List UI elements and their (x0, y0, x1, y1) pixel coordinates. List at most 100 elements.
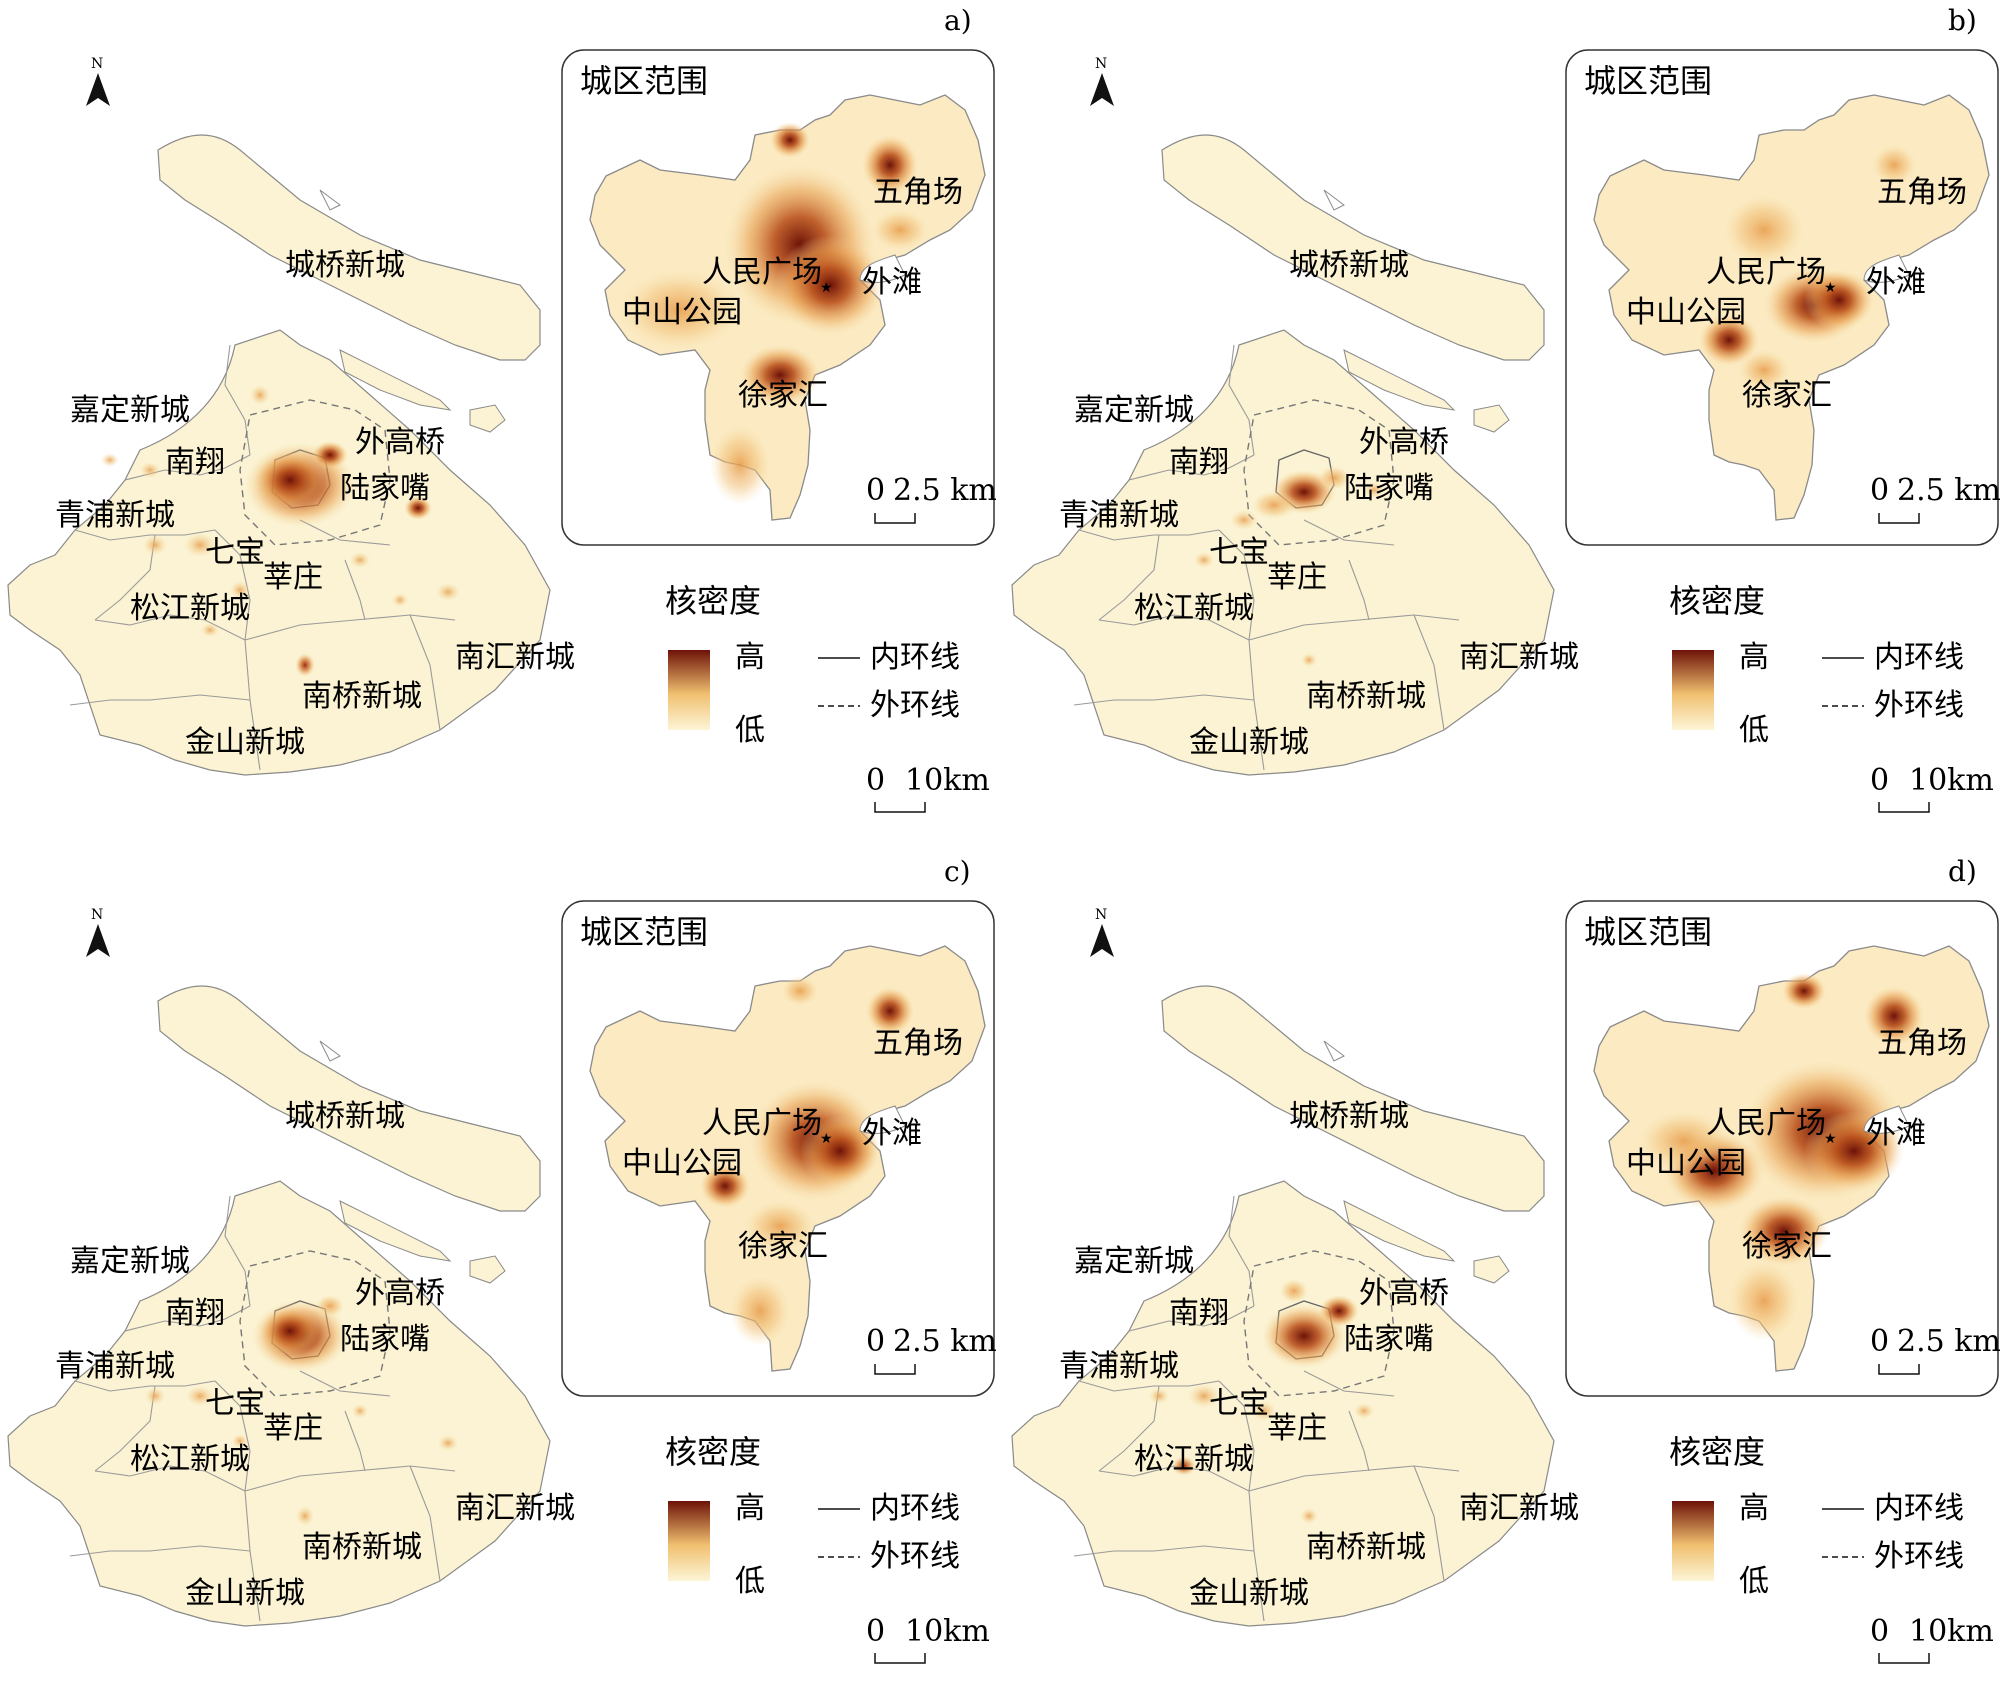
svg-text:高: 高 (735, 640, 765, 675)
scale-bar: 0 10km (1870, 763, 1994, 813)
panel-c: N 城桥新城 嘉定新城 南翔 外高桥 陆家嘴 青浦新城 七宝 莘庄 松江新城 南… (0, 851, 1004, 1702)
svg-text:莘庄: 莘庄 (1267, 1411, 1327, 1446)
svg-text:南汇新城: 南汇新城 (455, 1491, 575, 1526)
svg-text:徐家汇: 徐家汇 (1742, 1229, 1832, 1264)
svg-text:五角场: 五角场 (1877, 1026, 1967, 1061)
svg-text:南汇新城: 南汇新城 (1459, 1491, 1579, 1526)
legend: 核密度 高 低 内环线 外环线 (665, 1433, 960, 1599)
svg-text:外高桥: 外高桥 (1359, 425, 1449, 460)
svg-text:2.5 km: 2.5 km (1897, 1324, 2001, 1359)
svg-text:松江新城: 松江新城 (130, 1442, 250, 1477)
svg-text:城桥新城: 城桥新城 (1289, 248, 1409, 283)
svg-text:内环线: 内环线 (1874, 640, 1964, 675)
svg-text:★: ★ (820, 1131, 833, 1147)
svg-text:松江新城: 松江新城 (1134, 1442, 1254, 1477)
svg-text:金山新城: 金山新城 (185, 1576, 305, 1611)
svg-text:五角场: 五角场 (873, 1026, 963, 1061)
panel-label: c) (944, 855, 971, 888)
svg-text:0: 0 (866, 763, 885, 798)
svg-text:0: 0 (1870, 1324, 1889, 1359)
legend: 核密度 高 低 内环线 外环线 (1669, 1433, 1964, 1599)
svg-text:松江新城: 松江新城 (1134, 591, 1254, 626)
svg-text:五角场: 五角场 (873, 175, 963, 210)
svg-text:低: 低 (735, 713, 765, 748)
svg-text:南汇新城: 南汇新城 (455, 640, 575, 675)
mainland-map (1011, 985, 1555, 1627)
svg-text:内环线: 内环线 (870, 640, 960, 675)
svg-text:低: 低 (1739, 713, 1769, 748)
svg-text:内环线: 内环线 (1874, 1491, 1964, 1526)
svg-text:人民广场: 人民广场 (1706, 1106, 1826, 1141)
svg-text:★: ★ (1824, 280, 1837, 296)
svg-text:南翔: 南翔 (1169, 1296, 1229, 1331)
legend: 核密度 高 低 内环线 外环线 (1669, 582, 1964, 748)
map-labels: 城桥新城 嘉定新城 南翔 外高桥 陆家嘴 青浦新城 七宝 莘庄 松江新城 南汇新… (1059, 248, 1579, 760)
inset-box: 城区范围 ★ 五角场 人民广场 外滩 中山公园 徐家汇 0 2.5 km (561, 900, 997, 1397)
north-arrow: N (86, 907, 110, 957)
svg-text:外高桥: 外高桥 (1359, 1276, 1449, 1311)
svg-text:城桥新城: 城桥新城 (1289, 1099, 1409, 1134)
svg-text:2.5 km: 2.5 km (893, 1324, 997, 1359)
svg-text:陆家嘴: 陆家嘴 (340, 471, 430, 506)
svg-text:城区范围: 城区范围 (1584, 62, 1712, 100)
svg-text:金山新城: 金山新城 (185, 725, 305, 760)
svg-text:莘庄: 莘庄 (263, 560, 323, 595)
north-arrow: N (1090, 907, 1114, 957)
svg-text:七宝: 七宝 (205, 1386, 265, 1421)
svg-text:南桥新城: 南桥新城 (302, 1530, 422, 1565)
svg-text:嘉定新城: 嘉定新城 (70, 1244, 190, 1279)
svg-text:城区范围: 城区范围 (580, 62, 708, 100)
svg-text:N: N (91, 907, 103, 923)
svg-text:外滩: 外滩 (1866, 265, 1926, 300)
svg-text:青浦新城: 青浦新城 (1059, 498, 1179, 533)
svg-text:七宝: 七宝 (1209, 1386, 1269, 1421)
svg-text:高: 高 (1739, 640, 1769, 675)
svg-text:城区范围: 城区范围 (580, 913, 708, 951)
svg-text:五角场: 五角场 (1877, 175, 1967, 210)
map-labels: 城桥新城 嘉定新城 南翔 外高桥 陆家嘴 青浦新城 七宝 莘庄 松江新城 南汇新… (55, 248, 575, 760)
panel-label: d) (1948, 855, 1977, 888)
panel-d: N 城桥新城 嘉定新城 南翔 外高桥 陆家嘴 青浦新城 七宝 莘庄 松江新城 南… (1004, 851, 2008, 1702)
panel-a: N 城桥新城 嘉定新城 南翔 外高桥 陆家嘴 (0, 0, 1004, 851)
svg-text:外环线: 外环线 (870, 688, 960, 723)
svg-text:外高桥: 外高桥 (355, 425, 445, 460)
map-labels: 城桥新城 嘉定新城 南翔 外高桥 陆家嘴 青浦新城 七宝 莘庄 松江新城 南汇新… (55, 1099, 575, 1611)
scale-bar: 0 10km (866, 1614, 990, 1664)
svg-text:中山公园: 中山公园 (622, 295, 742, 330)
svg-text:核密度: 核密度 (1669, 582, 1765, 620)
scale-bar: 0 10km (1870, 1614, 1994, 1664)
svg-text:南汇新城: 南汇新城 (1459, 640, 1579, 675)
svg-text:南翔: 南翔 (165, 445, 225, 480)
svg-text:青浦新城: 青浦新城 (55, 1349, 175, 1384)
map-labels: 城桥新城 嘉定新城 南翔 外高桥 陆家嘴 青浦新城 七宝 莘庄 松江新城 南汇新… (1059, 1099, 1579, 1611)
svg-text:城桥新城: 城桥新城 (285, 248, 405, 283)
svg-text:青浦新城: 青浦新城 (1059, 1349, 1179, 1384)
svg-text:低: 低 (735, 1564, 765, 1599)
svg-text:徐家汇: 徐家汇 (1742, 378, 1832, 413)
svg-text:外滩: 外滩 (862, 265, 922, 300)
svg-text:七宝: 七宝 (1209, 535, 1269, 570)
svg-text:核密度: 核密度 (665, 582, 761, 620)
svg-text:嘉定新城: 嘉定新城 (1074, 393, 1194, 428)
svg-text:陆家嘴: 陆家嘴 (1344, 471, 1434, 506)
mainland-map (7, 134, 551, 776)
svg-text:外滩: 外滩 (862, 1116, 922, 1151)
svg-text:2.5 km: 2.5 km (893, 473, 997, 508)
scale-bar: 0 10km (866, 763, 990, 813)
svg-text:★: ★ (820, 280, 833, 296)
svg-text:核密度: 核密度 (1669, 1433, 1765, 1471)
inset-box: 城区范围 ★ 五角场 人民广场 外滩 中山公园 徐家汇 0 2.5 km (1565, 49, 2001, 546)
svg-text:南桥新城: 南桥新城 (302, 679, 422, 714)
svg-text:人民广场: 人民广场 (1706, 255, 1826, 290)
north-arrow: N (1090, 56, 1114, 106)
svg-text:陆家嘴: 陆家嘴 (1344, 1322, 1434, 1357)
legend: 核密度 高 低 内环线 外环线 (665, 582, 960, 748)
svg-text:中山公园: 中山公园 (622, 1146, 742, 1181)
svg-text:嘉定新城: 嘉定新城 (1074, 1244, 1194, 1279)
svg-text:低: 低 (1739, 1564, 1769, 1599)
svg-text:人民广场: 人民广场 (702, 255, 822, 290)
svg-text:内环线: 内环线 (870, 1491, 960, 1526)
svg-text:0: 0 (1870, 1614, 1889, 1649)
svg-text:N: N (1095, 907, 1107, 923)
panel-label: a) (944, 4, 972, 37)
